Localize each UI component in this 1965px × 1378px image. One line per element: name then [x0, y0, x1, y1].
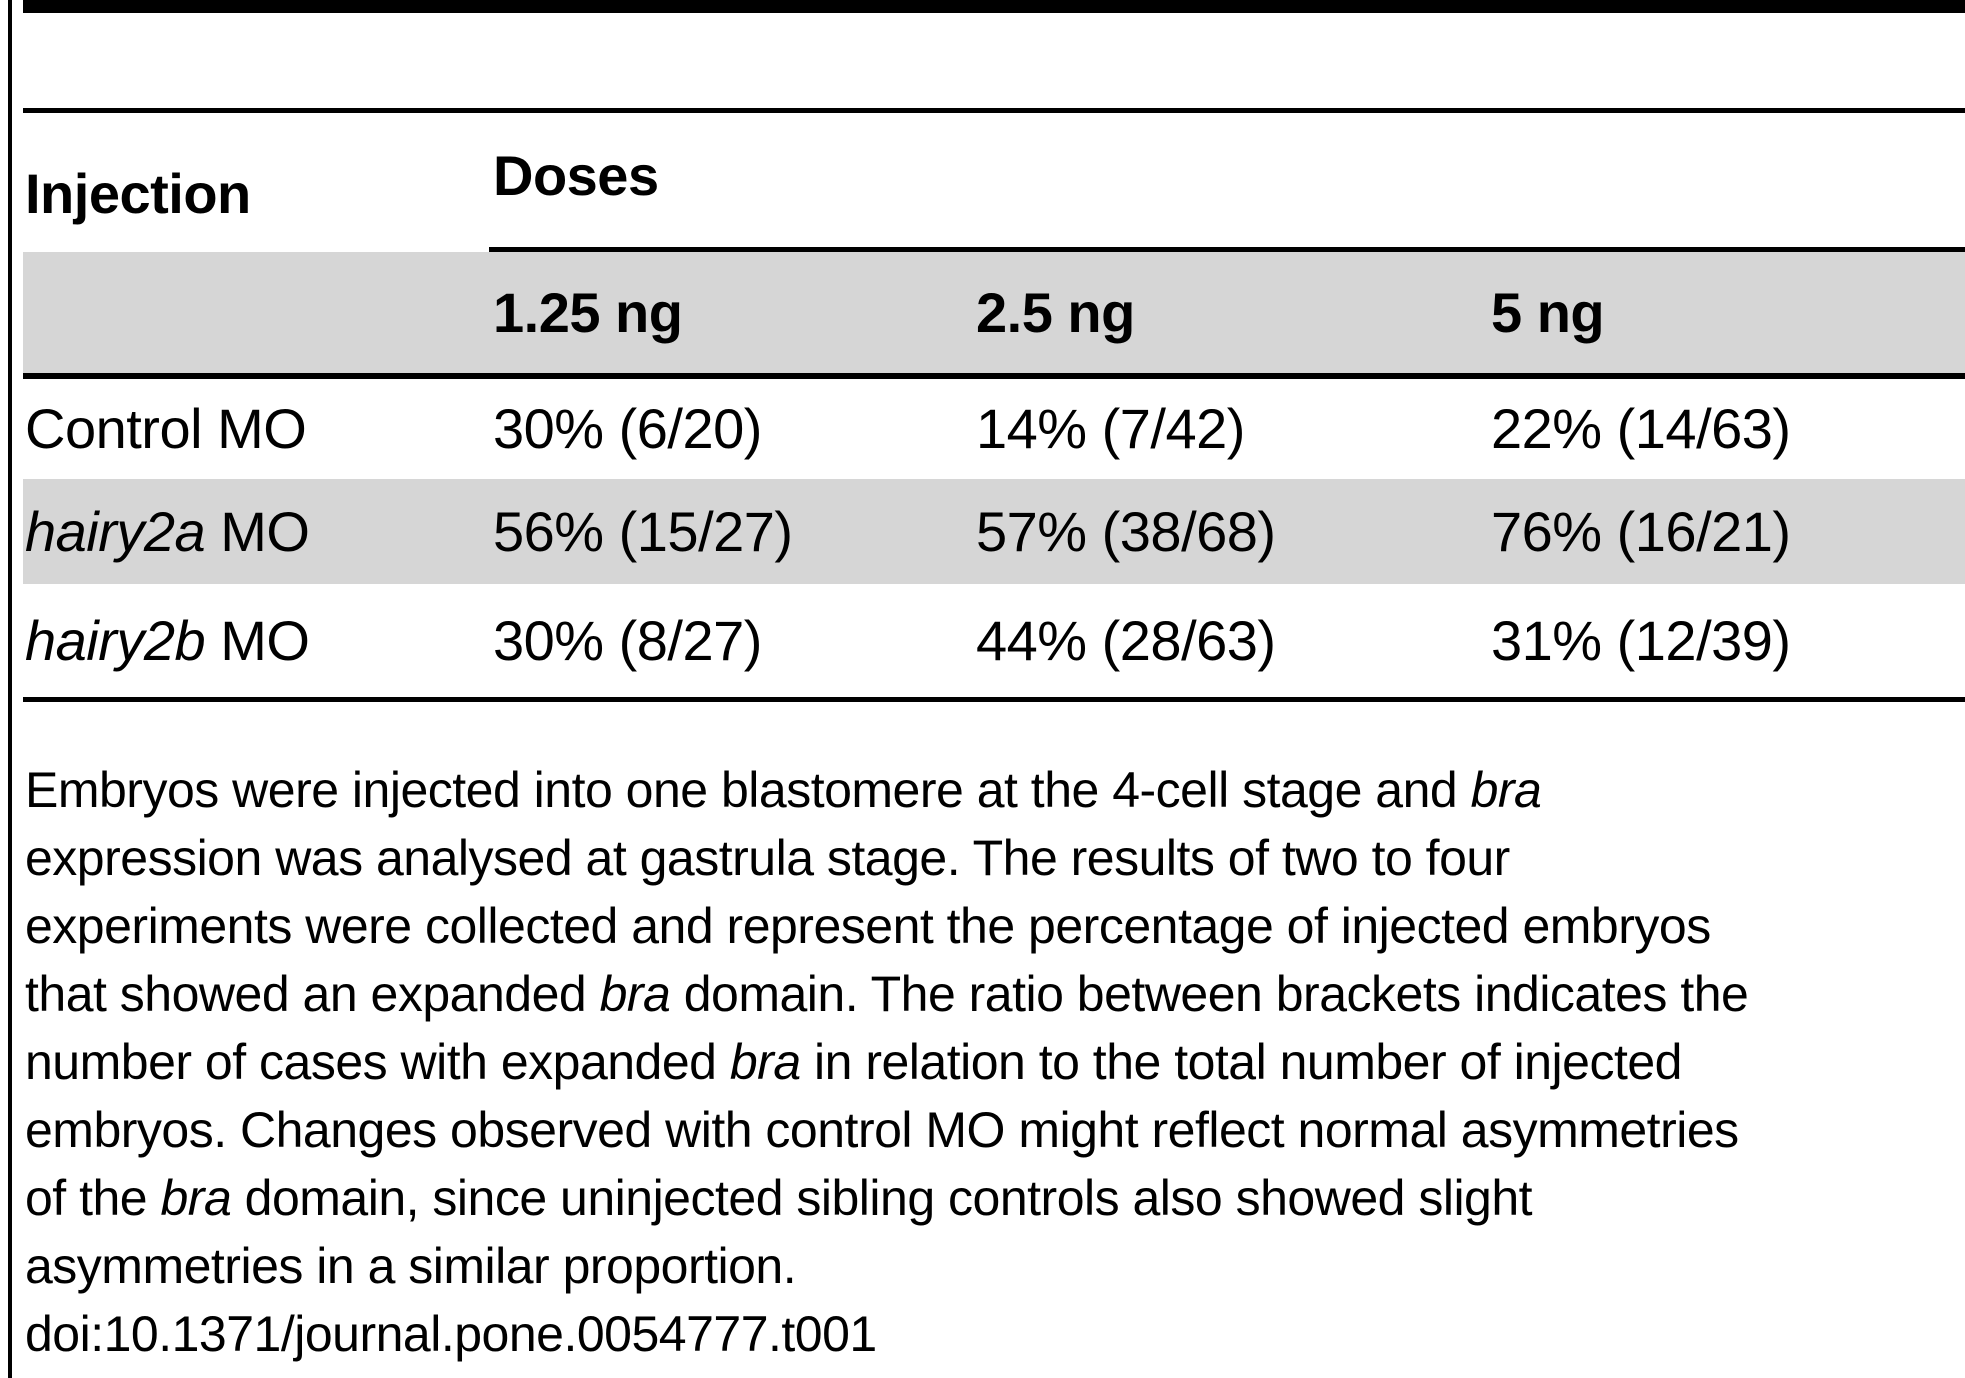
table-bottom-rule [23, 697, 1965, 702]
row-value: 57% (38/68) [976, 500, 1276, 563]
row-label-rest: MO [205, 500, 310, 563]
row-label-rest: MO [205, 609, 310, 672]
row-value: 56% (15/27) [493, 500, 793, 563]
row-value: 44% (28/63) [976, 609, 1276, 672]
caption-line: of the bra domain, since uninjected sibl… [25, 1170, 1533, 1226]
table-row-hairy2a-mo: hairy2a MO 56% (15/27) 57% (38/68) 76% (… [23, 479, 1965, 584]
row-label: hairy2a MO [25, 479, 310, 584]
row-label: hairy2b MO [25, 584, 310, 697]
caption-line: number of cases with expanded bra in rel… [25, 1034, 1682, 1090]
table-top-rule [23, 0, 1965, 13]
dose-col-header-1: 1.25 ng [493, 281, 683, 344]
doses-group-header: Doses [493, 144, 659, 207]
doses-underline-rule [489, 247, 1965, 252]
table-row-hairy2b-mo: hairy2b MO 30% (8/27) 44% (28/63) 31% (1… [23, 584, 1965, 697]
injection-column-header: Injection [25, 162, 251, 225]
table-header-rule [23, 108, 1965, 113]
caption-line: Embryos were injected into one blastomer… [25, 762, 1542, 818]
left-border-rule [8, 0, 12, 1378]
dose-col-header-3: 5 ng [1491, 281, 1605, 344]
table-caption: Embryos were injected into one blastomer… [25, 756, 1961, 1368]
header-body-divider-rule [23, 373, 1965, 379]
row-label-gene: hairy2a [25, 500, 206, 563]
dose-col-header-2: 2.5 ng [976, 281, 1135, 344]
row-value: 22% (14/63) [1491, 397, 1791, 460]
row-label-gene: hairy2b [25, 609, 206, 672]
row-label-rest: Control MO [25, 397, 307, 460]
caption-line: experiments were collected and represent… [25, 898, 1711, 954]
caption-line: expression was analysed at gastrula stag… [25, 830, 1510, 886]
caption-line: asymmetries in a similar proportion. [25, 1238, 797, 1294]
dose-header-row: 1.25 ng 2.5 ng 5 ng [23, 252, 1965, 373]
table-row-control-mo: Control MO 30% (6/20) 14% (7/42) 22% (14… [23, 379, 1965, 479]
table-content: Injection Doses 1.25 ng 2.5 ng 5 ng Cont… [23, 0, 1965, 1378]
row-value: 14% (7/42) [976, 397, 1245, 460]
caption-line: embryos. Changes observed with control M… [25, 1102, 1739, 1158]
row-value: 30% (6/20) [493, 397, 762, 460]
row-value: 30% (8/27) [493, 609, 762, 672]
row-label: Control MO [25, 379, 307, 479]
doi-line: doi:10.1371/journal.pone.0054777.t001 [25, 1306, 877, 1362]
row-value: 31% (12/39) [1491, 609, 1791, 672]
caption-line: that showed an expanded bra domain. The … [25, 966, 1749, 1022]
row-value: 76% (16/21) [1491, 500, 1791, 563]
